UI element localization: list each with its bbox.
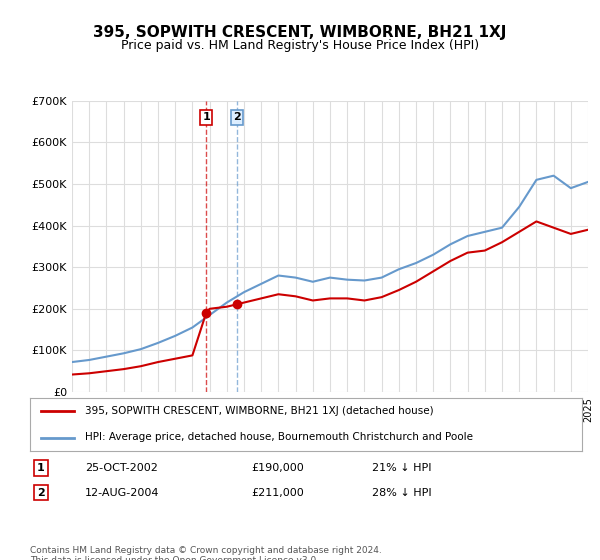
Text: 1: 1 [202,113,210,123]
Text: 28% ↓ HPI: 28% ↓ HPI [372,488,432,498]
Text: 2: 2 [233,113,241,123]
Text: £211,000: £211,000 [251,488,304,498]
Text: HPI: Average price, detached house, Bournemouth Christchurch and Poole: HPI: Average price, detached house, Bour… [85,432,473,442]
Text: 25-OCT-2002: 25-OCT-2002 [85,463,158,473]
Text: 2: 2 [37,488,45,498]
Text: 12-AUG-2004: 12-AUG-2004 [85,488,160,498]
Text: Price paid vs. HM Land Registry's House Price Index (HPI): Price paid vs. HM Land Registry's House … [121,39,479,52]
Text: Contains HM Land Registry data © Crown copyright and database right 2024.
This d: Contains HM Land Registry data © Crown c… [30,546,382,560]
Text: 21% ↓ HPI: 21% ↓ HPI [372,463,432,473]
Text: 395, SOPWITH CRESCENT, WIMBORNE, BH21 1XJ: 395, SOPWITH CRESCENT, WIMBORNE, BH21 1X… [94,25,506,40]
Text: 395, SOPWITH CRESCENT, WIMBORNE, BH21 1XJ (detached house): 395, SOPWITH CRESCENT, WIMBORNE, BH21 1X… [85,406,434,416]
Text: £190,000: £190,000 [251,463,304,473]
Text: 1: 1 [37,463,45,473]
